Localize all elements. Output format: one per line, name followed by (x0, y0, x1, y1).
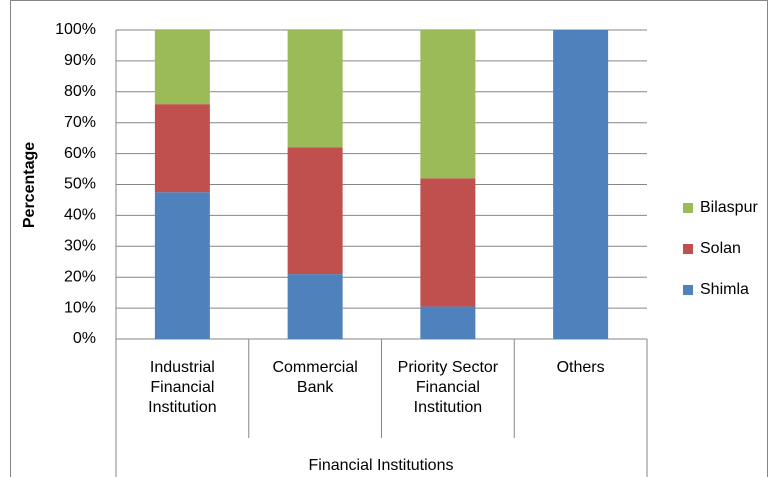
legend-swatch (683, 285, 693, 295)
bar-segment (154, 104, 210, 193)
bar-segment (154, 192, 210, 339)
y-tick-label: 60% (64, 145, 96, 162)
bar-segment (420, 30, 476, 179)
y-tick-label: 100% (55, 21, 96, 38)
legend-swatch (683, 244, 693, 254)
y-tick-label: 50% (64, 176, 96, 193)
bar-segment (287, 274, 343, 339)
bar-segment (287, 147, 343, 275)
bar-segment (420, 178, 476, 307)
y-tick-label: 0% (73, 330, 96, 347)
bar-segment (287, 30, 343, 148)
bar-segment (154, 30, 210, 105)
y-tick-label: 30% (64, 238, 96, 255)
legend-swatch (683, 203, 693, 213)
y-tick-label: 70% (64, 114, 96, 131)
legend-label: Bilaspur (700, 199, 758, 216)
y-tick-label: 80% (64, 83, 96, 100)
x-tick-label: Others (556, 359, 605, 376)
y-tick-label: 90% (64, 52, 96, 69)
x-tick-label: Commercial Bank (272, 359, 358, 396)
y-tick-label: 40% (64, 207, 96, 224)
x-tick-label: Priority Sector Financial Institution (397, 359, 499, 416)
y-tick-label: 10% (64, 299, 96, 316)
legend-label: Shimla (700, 281, 749, 298)
y-tick-label: 20% (64, 268, 96, 285)
bar-segment (553, 30, 609, 339)
legend-label: Solan (700, 240, 741, 257)
chart-border (10, 0, 768, 477)
bar-segment (420, 306, 476, 339)
x-axis-title: Financial Institutions (309, 457, 454, 474)
y-axis-title: Percentage (21, 142, 38, 228)
x-tick-label: Industrial Financial Institution (148, 359, 217, 416)
